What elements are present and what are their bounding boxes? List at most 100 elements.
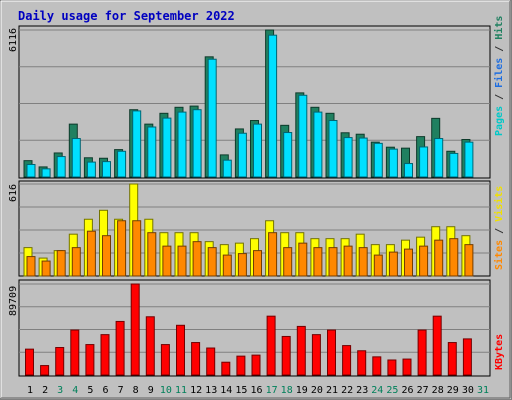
kbytes-bar — [160, 344, 170, 376]
visits-panel: 616 Sites / Visits — [8, 180, 505, 277]
sites-bar — [253, 250, 262, 277]
files-bar — [419, 146, 429, 178]
kbytes-bar — [327, 329, 336, 376]
day-label: 31 — [477, 385, 489, 396]
files-bar — [147, 126, 157, 178]
files-bar — [132, 110, 142, 178]
kbytes-bar — [387, 359, 397, 376]
files-bar — [41, 168, 51, 178]
kbytes-bar — [176, 324, 185, 376]
day-label: 22 — [341, 385, 353, 396]
kbytes-bar — [417, 329, 427, 376]
day-label: 3 — [57, 385, 63, 396]
sites-bar — [147, 232, 157, 277]
sites-bar — [313, 247, 323, 277]
day-label: 30 — [462, 385, 474, 396]
day-label: 2 — [42, 385, 48, 396]
day-label: 16 — [250, 385, 262, 396]
sites-bar — [71, 247, 81, 277]
files-bar — [162, 117, 172, 178]
kbytes-bar — [296, 325, 306, 376]
kbytes-bar — [191, 342, 201, 376]
day-label: 4 — [72, 385, 78, 396]
files-bar — [86, 161, 96, 178]
legend-part: Sites — [493, 240, 505, 270]
sites-bar — [373, 254, 383, 277]
files-bar — [207, 58, 217, 178]
kbytes-bar — [372, 356, 382, 376]
day-label: 12 — [190, 385, 202, 396]
files-bar — [283, 132, 293, 178]
files-bar — [117, 150, 127, 178]
day-label: 18 — [281, 385, 293, 396]
kbytes-bar — [447, 342, 457, 376]
files-bar — [56, 156, 66, 178]
day-label: 1 — [27, 385, 33, 396]
kbytes-bar — [100, 334, 110, 376]
kbytes-bar — [266, 315, 276, 376]
sites-bar — [177, 245, 187, 277]
files-bar — [358, 137, 368, 178]
kbytes-bar — [145, 316, 155, 376]
sites-bar — [132, 220, 142, 277]
sites-bar — [26, 256, 36, 277]
hits-bars — [23, 29, 474, 178]
day-label: 25 — [386, 385, 398, 396]
sites-bar — [298, 242, 308, 277]
sites-bar — [207, 247, 217, 277]
hits-max-label: 6116 — [8, 28, 19, 52]
legend-part: Hits — [493, 16, 505, 40]
day-label: 15 — [235, 385, 247, 396]
kbytes-bar — [206, 347, 216, 376]
files-bar — [71, 138, 81, 178]
day-label: 7 — [118, 385, 124, 396]
legend-part: KBytes — [494, 334, 505, 370]
files-bar — [404, 163, 413, 178]
kbytes-bar — [281, 335, 291, 376]
files-bar — [449, 152, 459, 178]
files-bar — [177, 111, 187, 178]
day-label: 5 — [87, 385, 93, 396]
visits-max-label: 616 — [8, 184, 19, 202]
files-bar — [434, 138, 444, 178]
day-label: 14 — [220, 385, 232, 396]
files-bar — [298, 94, 308, 178]
day-label: 28 — [432, 385, 444, 396]
chart-title: Daily usage for September 2022 — [18, 9, 235, 23]
kbytes-bar — [55, 347, 65, 376]
sites-bar — [464, 244, 474, 277]
kbytes-bar — [221, 361, 231, 376]
kbytes-y-legend: KBytes — [494, 334, 505, 370]
legend-part: Visits — [493, 186, 505, 222]
kbytes-bar — [342, 345, 352, 376]
day-label: 26 — [401, 385, 413, 396]
day-label: 13 — [205, 385, 217, 396]
day-label: 9 — [148, 385, 154, 396]
kbytes-panel: 89709 KBytes — [8, 279, 505, 377]
day-label: 8 — [133, 385, 139, 396]
sites-bar — [41, 260, 51, 277]
files-bar — [328, 120, 338, 178]
day-label: 17 — [266, 385, 278, 396]
day-label: 29 — [447, 385, 459, 396]
sites-bar — [283, 247, 293, 277]
sites-bar — [404, 248, 413, 277]
day-label: 23 — [356, 385, 368, 396]
sites-bar — [343, 245, 353, 277]
kbytes-bar — [357, 350, 367, 376]
kbytes-gridlines — [19, 283, 490, 353]
hits-panel: 6116 Pages / Files / Hits — [8, 16, 505, 179]
legend-part: / — [494, 88, 505, 106]
sites-bar — [222, 254, 232, 277]
hits-y-legend: Pages / Files / Hits — [493, 16, 505, 136]
visits-y-legend: Sites / Visits — [493, 186, 505, 270]
sites-bar — [268, 232, 278, 277]
kbytes-bar — [85, 344, 95, 376]
files-bar — [388, 148, 398, 178]
day-label: 24 — [371, 385, 383, 396]
sites-bar — [434, 239, 444, 277]
sites-bar — [358, 247, 368, 277]
files-bar — [102, 161, 111, 178]
kbytes-bar — [236, 355, 246, 376]
day-label: 6 — [102, 385, 108, 396]
